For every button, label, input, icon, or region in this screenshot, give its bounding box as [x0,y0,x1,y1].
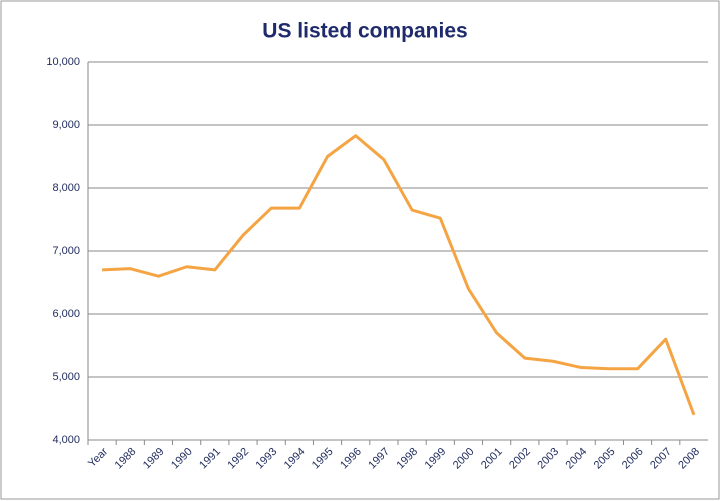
chart-title: US listed companies [262,20,467,43]
line [102,134,696,416]
y-tick-label: 5,000 [52,371,80,383]
y-tick-label: 8,000 [52,182,80,194]
y-tick-label: 6,000 [52,308,80,320]
y-tick-label: 4,000 [52,434,80,446]
y-tick-label: 10,000 [46,56,80,68]
y-tick-label: 9,000 [52,119,80,131]
y-tick-label: 7,000 [52,245,80,257]
